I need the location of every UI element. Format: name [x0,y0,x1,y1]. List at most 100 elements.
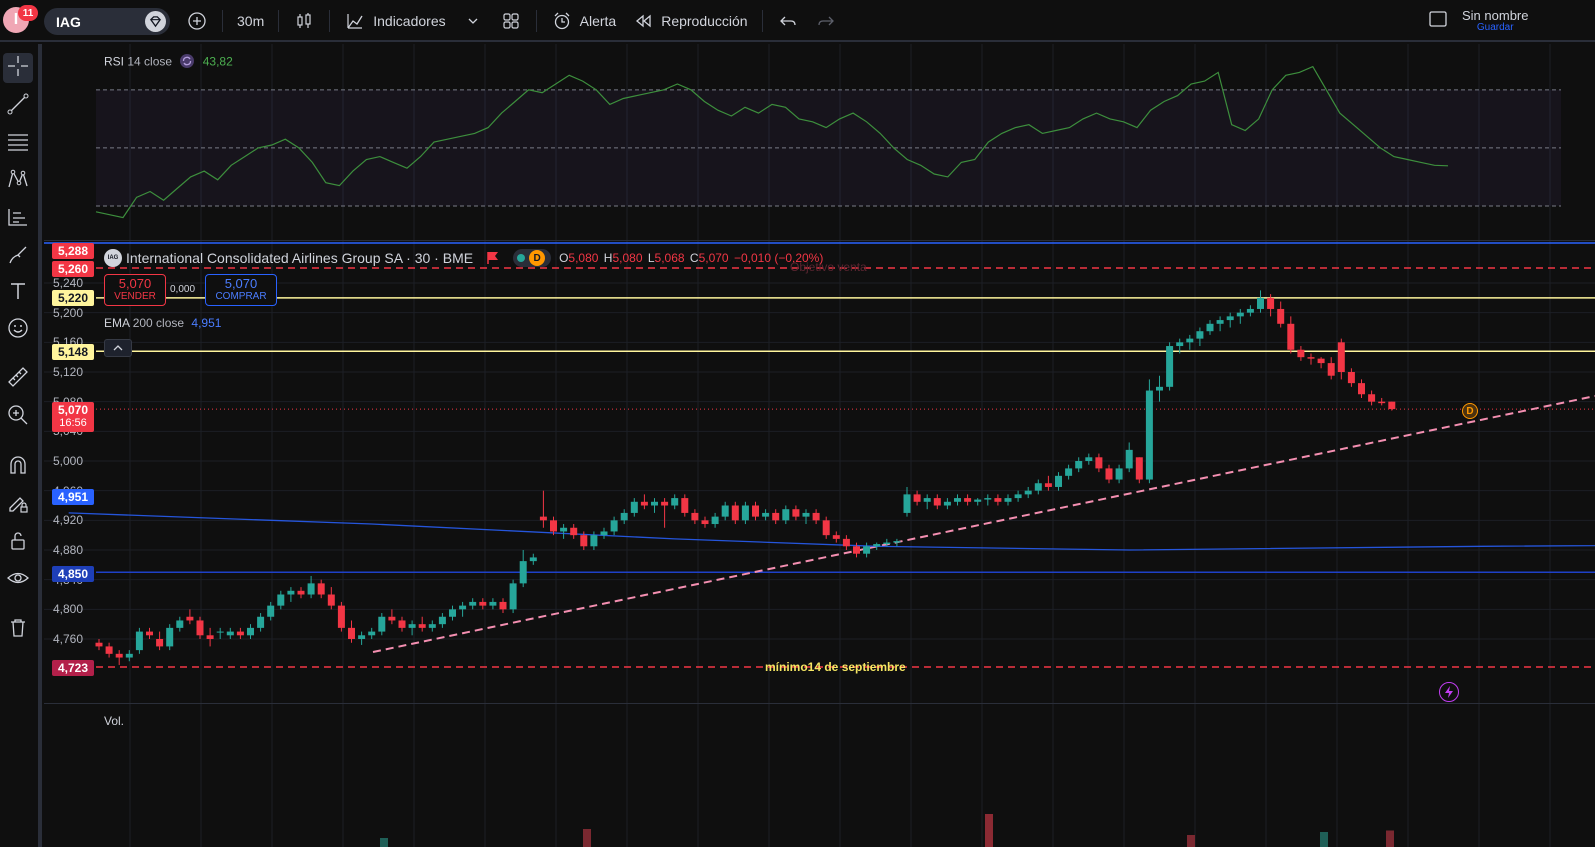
volume-legend[interactable]: Vol. [104,714,125,728]
price-tick-label: 5,200 [53,305,84,320]
ema-legend[interactable]: EMA 200 close 4,951 [104,316,221,330]
text-tool[interactable] [3,278,33,308]
lock-drawings-tool[interactable] [3,491,33,521]
zoom-tool[interactable] [3,402,33,432]
candle-body [297,590,305,595]
emoji-tool[interactable] [3,315,33,345]
brush-tool[interactable] [3,242,33,272]
layout-checkbox-icon[interactable] [1428,9,1448,34]
pane-separator[interactable] [44,703,1595,704]
candle-body [590,535,598,547]
minimum-label[interactable]: mínimo14 de septiembre [765,660,906,674]
session-status[interactable]: D [513,249,552,267]
collapse-legend-button[interactable] [104,339,132,357]
price-tick-label: 4,880 [53,543,84,557]
candle-body [671,498,679,506]
candle-body [115,653,123,658]
ruler-tool[interactable] [3,364,33,394]
redo-button[interactable] [807,6,845,36]
rsi-pane [95,65,1561,219]
candles-icon [293,10,315,32]
candle-body [125,653,133,658]
candle-body [1267,297,1275,309]
volume-bar [583,829,591,847]
pattern-tool[interactable] [3,166,33,196]
candle-body [600,531,608,536]
indicator-templates-button[interactable] [454,6,492,36]
candle-body [580,535,588,547]
pane-separator[interactable] [44,240,1595,241]
grid-lines [44,44,1595,847]
candle-body [873,544,881,547]
candle-body [1065,468,1073,476]
candle-body [408,624,416,628]
low-value: 5,068 [654,251,685,265]
candle-body [317,583,325,595]
candle-body [539,516,547,521]
hide-drawings-tool[interactable] [3,565,33,595]
buy-button[interactable]: 5,070 COMPRAR [205,274,277,306]
compare-symbol-button[interactable] [178,6,216,36]
flag-icon[interactable] [487,251,499,265]
candle-body [903,494,911,513]
rsi-params: 14 close [127,54,173,69]
trend-line-tool[interactable] [3,91,33,121]
dividend-marker[interactable]: D [1462,403,1478,419]
remove-drawings-tool[interactable] [3,615,33,645]
candle-body [156,639,164,647]
candle-body [1166,346,1174,387]
indicators-label: Indicadores [373,13,446,29]
candle-body [1337,342,1345,372]
candle-body [1024,490,1032,495]
forecast-tool[interactable] [3,204,33,234]
smiley-icon [6,316,30,345]
magnet-icon [6,453,30,482]
objective-label[interactable]: Objetivo venta [790,260,867,274]
candle-body [348,627,355,639]
crosshair-tool[interactable] [3,53,33,83]
candle-body [489,601,497,606]
undo-button[interactable] [769,6,807,36]
candle-body [681,498,689,513]
interval-button[interactable]: 30m [237,13,265,29]
indicators-button[interactable]: Indicadores [336,6,453,36]
symbol-label: IAG [56,13,81,30]
lightning-icon[interactable] [1439,682,1459,702]
ema-price-tag: 4,951 [52,489,94,505]
sell-button[interactable]: 5,070 VENDER [104,274,166,306]
refresh-icon[interactable] [179,53,195,72]
candle-body [964,498,972,502]
candle-body [883,542,891,545]
lock-tool[interactable] [3,528,33,558]
candle-body [560,527,568,532]
symbol-search-button[interactable]: IAG [44,8,170,35]
alert-button[interactable]: Alerta [543,6,625,36]
price-tick-label: 5,000 [53,454,84,468]
candle-body [1014,494,1022,499]
rsi-legend[interactable]: RSI 14 close 43,82 [104,53,233,72]
candle-body [257,616,265,628]
candle-body [630,501,638,513]
candle-body [216,631,224,633]
indicators-icon [344,10,366,32]
candle-body [701,520,709,525]
layout-name-button[interactable]: Sin nombre Guardar [1462,9,1528,34]
ohlc-values: O5,080 H5,080 L5,068 C5,070 −0,010 (−0,2… [559,251,824,265]
layouts-button[interactable] [492,6,530,36]
fib-tool[interactable] [3,129,33,159]
replay-button[interactable]: Reproducción [624,6,755,36]
candle-body [1206,323,1214,332]
candle-body [802,512,810,517]
plus-circle-icon [186,10,208,32]
chart-type-button[interactable] [285,6,323,36]
candle-body [236,631,244,636]
chevron-down-icon [462,10,484,32]
main-legend[interactable]: IAG International Consolidated Airlines … [104,249,823,267]
price-tag: 5,288 [52,243,94,259]
candle-body [994,498,1002,502]
volume-bar [985,814,993,847]
chevron-up-icon [113,339,123,357]
magnet-tool[interactable] [3,452,33,482]
candle-body [822,520,830,536]
